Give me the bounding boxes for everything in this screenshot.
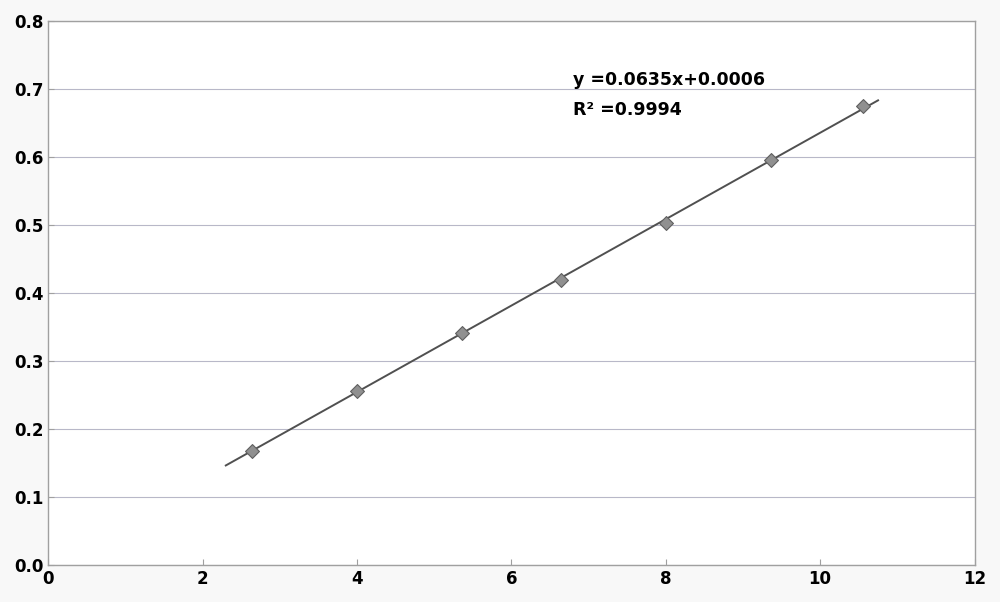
Point	[763, 155, 779, 164]
Point	[855, 101, 871, 111]
Point	[244, 446, 260, 456]
Text: y =0.0635x+0.0006: y =0.0635x+0.0006	[573, 71, 765, 89]
Text: R² =0.9994: R² =0.9994	[573, 102, 682, 119]
Point	[553, 275, 569, 285]
Point	[658, 218, 674, 228]
Point	[349, 386, 365, 396]
Point	[454, 329, 470, 338]
